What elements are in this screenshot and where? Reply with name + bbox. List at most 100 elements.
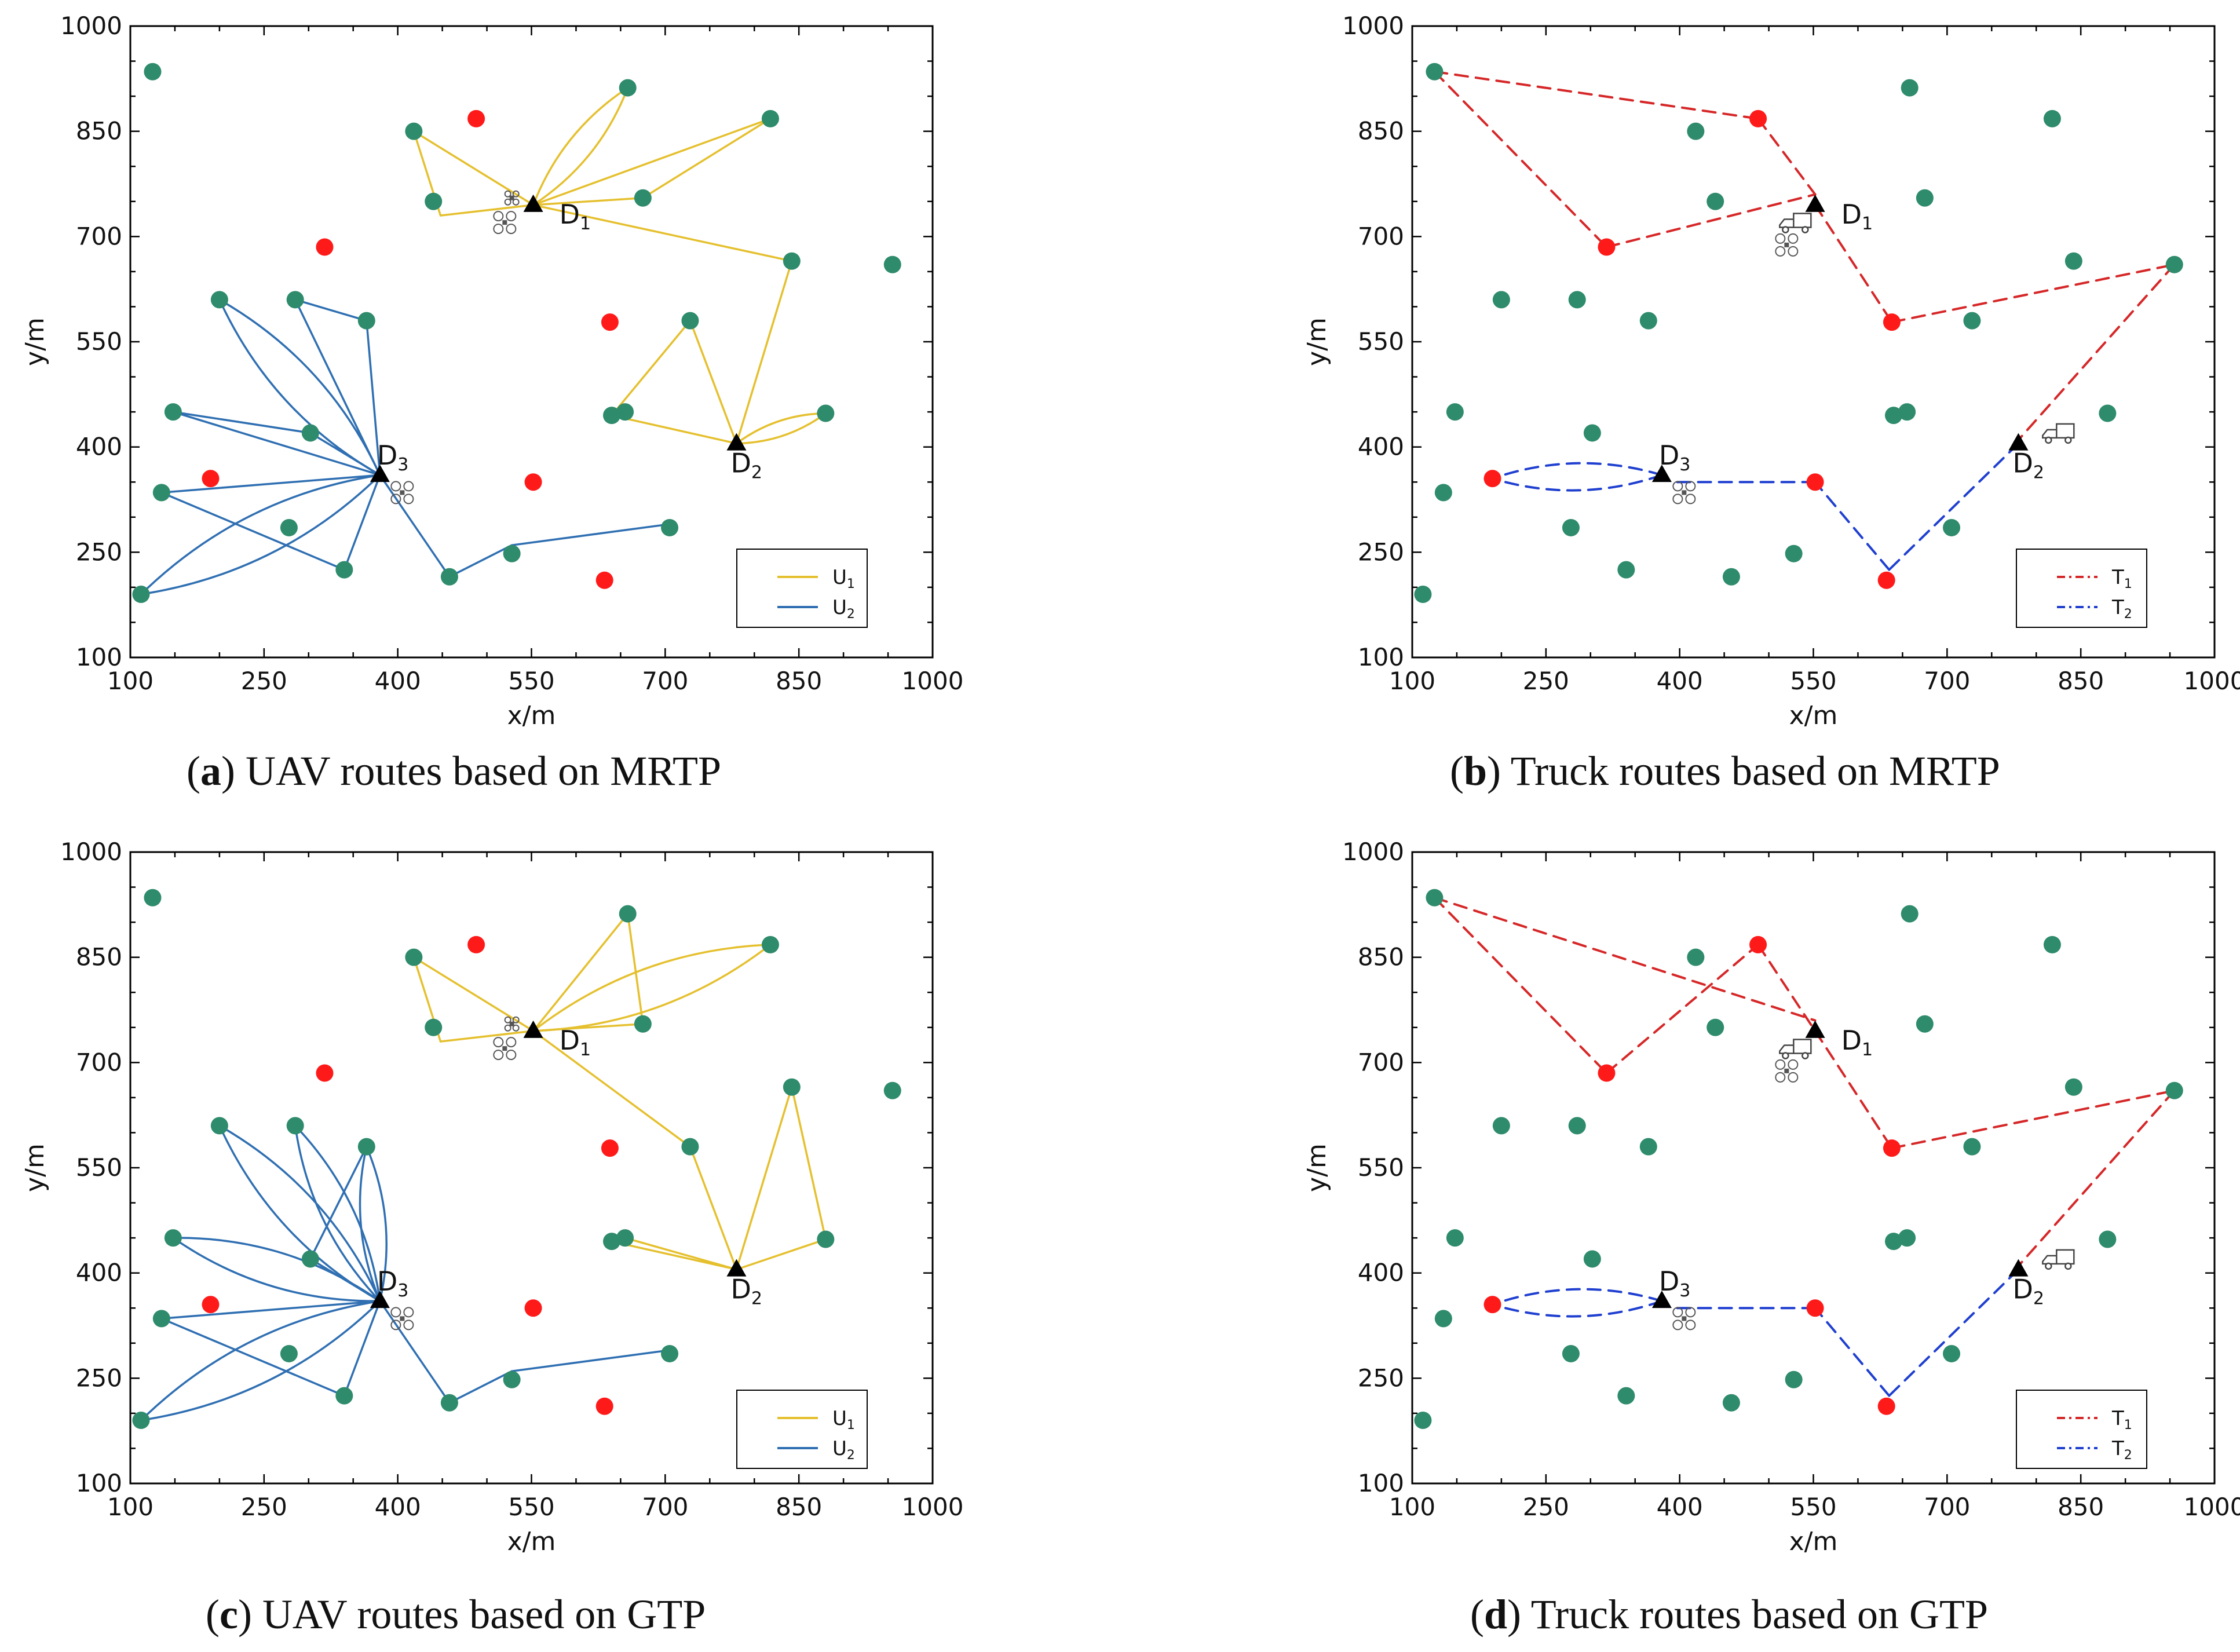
y-tick-label: 700 (76, 222, 122, 250)
drone-icon (493, 211, 517, 235)
customer-node (1617, 1387, 1635, 1405)
customer-node (440, 1394, 458, 1412)
customer-node (132, 586, 150, 603)
red-node (316, 1064, 334, 1082)
drone-rotor (1788, 233, 1799, 244)
drone-body (1682, 490, 1687, 495)
chart-panel-c: 100 250 400 550 700 850 1000 100 250 400 550 700 850… (0, 826, 1120, 1652)
drone-rotor (390, 494, 401, 505)
customer-node (761, 935, 779, 953)
route-u1 (735, 1238, 827, 1271)
depot-label-sub: 2 (2033, 1289, 2044, 1309)
drone-rotor (1685, 1320, 1696, 1331)
depot-label: D1 (1841, 1025, 1873, 1060)
drone-icon (1672, 1307, 1696, 1331)
customer-node (1785, 1370, 1803, 1388)
customer-node (1687, 122, 1705, 140)
y-tick-label: 400 (1358, 1259, 1404, 1287)
customer-node (661, 1344, 679, 1362)
customer-node (1898, 403, 1916, 421)
y-tick-label: 550 (1358, 327, 1404, 356)
route-u1 (439, 204, 535, 217)
drone-body (502, 220, 507, 225)
truck-wheel (1801, 226, 1809, 233)
drone-rotor (1672, 1320, 1683, 1331)
customer-node (1583, 424, 1601, 442)
route-u2 (379, 1300, 451, 1404)
depot-label-sub: 2 (751, 463, 762, 483)
drone-rotor (1672, 1307, 1683, 1318)
legend-label-sub: 2 (2124, 1448, 2132, 1463)
customer-node (1434, 1310, 1452, 1328)
drone-rotor (512, 190, 520, 198)
legend-box (736, 549, 868, 628)
customer-node (152, 1310, 170, 1328)
x-axis-label: x/m (1789, 701, 1838, 730)
route-u2 (218, 1124, 381, 1302)
truck-cab (1779, 1044, 1794, 1054)
chart-svg-a: 100 250 400 550 700 850 1000 100 250 400 550 700 850… (20, 12, 964, 730)
y-tick-label: 250 (76, 538, 122, 566)
red-node (1749, 935, 1767, 953)
depot-label: D3 (377, 1266, 409, 1301)
red-node (467, 109, 485, 127)
y-tick-label: 100 (1358, 1469, 1404, 1497)
chart-panel-a: 100 250 400 550 700 850 1000 100 250 400 550 700 850… (0, 0, 1120, 826)
legend-label-sub: 2 (847, 1448, 855, 1463)
route-t1 (2017, 1089, 2176, 1267)
customer-node (1707, 192, 1724, 210)
legend-label: T1 (2111, 1407, 2132, 1432)
drone-rotor (512, 1016, 520, 1024)
x-axis-label: x/m (1789, 1527, 1838, 1556)
drone-body (1784, 1068, 1789, 1073)
legend-label-sub: 1 (2124, 1418, 2132, 1432)
drone-body (509, 195, 514, 200)
truck-cab (1779, 218, 1794, 228)
depot-marker (1651, 465, 1672, 483)
y-axis-label: y/m (20, 1143, 50, 1192)
customer-node (2064, 252, 2082, 270)
customer-node (425, 1018, 443, 1036)
route-u1 (532, 86, 629, 206)
route-u2 (366, 319, 381, 476)
caption-letter: c (219, 1591, 238, 1638)
route-t2 (1491, 1288, 1663, 1306)
depot-label: D2 (730, 1274, 762, 1309)
depot-label-sub: 3 (1679, 455, 1690, 475)
customer-node (2043, 109, 2061, 127)
red-node (595, 571, 613, 589)
drone-rotor (512, 198, 520, 206)
truck-cab (2042, 1255, 2057, 1265)
route-u2 (359, 1145, 381, 1302)
customer-node (301, 1250, 319, 1268)
customer-node (817, 1230, 835, 1248)
customer-node (405, 122, 423, 140)
customer-node (280, 1344, 298, 1362)
y-tick-label: 1000 (60, 838, 122, 866)
drone-body (1784, 242, 1789, 247)
customer-node (634, 189, 652, 207)
depot-label-sub: 3 (1679, 1281, 1690, 1301)
drone-rotor (493, 1037, 504, 1048)
caption-b: (b) Truck routes based on MRTP (1450, 748, 2000, 794)
depot-marker (2008, 433, 2029, 451)
route-t2 (1491, 474, 1663, 492)
depot-label-sub: 1 (1862, 214, 1873, 234)
x-tick-label: 100 (1389, 1493, 1435, 1521)
customer-node (661, 518, 679, 536)
x-tick-label: 700 (1924, 1493, 1970, 1521)
legend-label-sub: 2 (847, 607, 855, 622)
truck-wheel (2064, 1262, 2072, 1270)
y-tick-label: 400 (76, 1259, 122, 1287)
drone-rotor (512, 1024, 520, 1032)
drone-rotor (1775, 1059, 1786, 1070)
customer-node (1568, 291, 1586, 309)
customer-node (603, 407, 620, 425)
x-axis-label: x/m (507, 701, 556, 730)
drone-rotor (403, 481, 414, 492)
customer-node (1963, 312, 1981, 330)
x-tick-label: 1000 (902, 667, 964, 695)
caption-text: UAV routes based on MRTP (235, 748, 722, 794)
x-tick-label: 100 (1389, 667, 1435, 695)
y-tick-label: 550 (1358, 1153, 1404, 1182)
